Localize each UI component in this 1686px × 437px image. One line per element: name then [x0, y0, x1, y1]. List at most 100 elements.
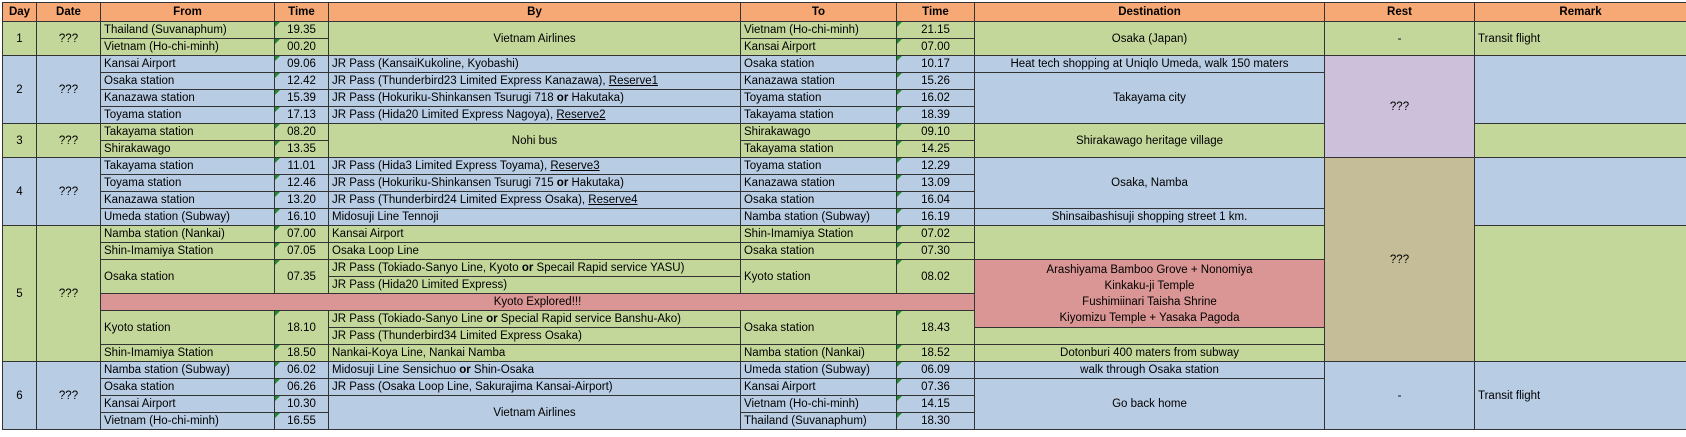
arrive-time-cell[interactable]: 06.09 — [896, 361, 975, 379]
from-cell[interactable]: Osaka station — [100, 259, 275, 294]
destination-cell[interactable]: Dotonburi 400 maters from subway — [974, 344, 1325, 362]
from-cell[interactable]: Kansai Airport — [100, 395, 275, 413]
arrive-time-cell[interactable]: 18.30 — [896, 412, 975, 430]
depart-time-cell[interactable]: 00.20 — [274, 38, 329, 56]
arrive-time-cell[interactable]: 12.29 — [896, 157, 975, 175]
arrive-time-cell[interactable]: 08.02 — [896, 259, 975, 294]
to-cell[interactable]: Umeda station (Subway) — [740, 361, 897, 379]
depart-time-cell[interactable]: 15.39 — [274, 89, 329, 107]
from-cell[interactable]: Toyama station — [100, 174, 275, 192]
by-cell[interactable]: Nankai-Koya Line, Nankai Namba — [328, 344, 741, 362]
arrive-time-cell[interactable]: 16.19 — [896, 208, 975, 226]
depart-time-cell[interactable]: 19.35 — [274, 21, 329, 39]
from-cell[interactable]: Kanazawa station — [100, 89, 275, 107]
remark-cell[interactable]: Transit flight — [1474, 361, 1686, 430]
to-cell[interactable]: Thailand (Suvanaphum) — [740, 412, 897, 430]
by-cell[interactable]: Kansai Airport — [328, 225, 741, 243]
to-cell[interactable]: Kanazawa station — [740, 72, 897, 90]
day-cell[interactable]: 1 — [2, 21, 37, 56]
by-cell[interactable]: JR Pass (Hokuriku-Shinkansen Tsurugi 718… — [328, 89, 741, 107]
by-cell[interactable]: JR Pass (Thunderbird34 Limited Express O… — [328, 327, 741, 345]
by-cell[interactable]: Osaka Loop Line — [328, 242, 741, 260]
arrive-time-cell[interactable]: 16.02 — [896, 89, 975, 107]
header-from[interactable]: From — [100, 2, 275, 22]
sights-cell[interactable]: Arashiyama Bamboo Grove + Nonomiya Kinka… — [974, 259, 1325, 328]
destination-cell[interactable]: walk through Osaka station — [974, 361, 1325, 379]
rest-cell[interactable]: ??? — [1324, 55, 1475, 158]
remark-cell[interactable]: Transit flight — [1474, 21, 1686, 56]
depart-time-cell[interactable]: 16.10 — [274, 208, 329, 226]
to-cell[interactable]: Shin-Imamiya Station — [740, 225, 897, 243]
by-cell[interactable]: Vietnam Airlines — [328, 21, 741, 56]
from-cell[interactable]: Vietnam (Ho-chi-minh) — [100, 412, 275, 430]
day-cell[interactable]: 5 — [2, 225, 37, 362]
reserve-link[interactable]: Reserve3 — [550, 160, 600, 172]
to-cell[interactable]: Vietnam (Ho-chi-minh) — [740, 395, 897, 413]
header-remark[interactable]: Remark — [1474, 2, 1686, 22]
from-cell[interactable]: Shin-Imamiya Station — [100, 242, 275, 260]
arrive-time-cell[interactable]: 10.17 — [896, 55, 975, 73]
kyoto-explored-banner[interactable]: Kyoto Explored!!! — [100, 293, 975, 311]
remark-cell[interactable] — [1474, 123, 1686, 158]
to-cell[interactable]: Kansai Airport — [740, 38, 897, 56]
depart-time-cell[interactable]: 07.05 — [274, 242, 329, 260]
depart-time-cell[interactable]: 18.50 — [274, 344, 329, 362]
arrive-time-cell[interactable]: 14.15 — [896, 395, 975, 413]
by-cell[interactable]: Nohi bus — [328, 123, 741, 158]
by-cell[interactable]: Vietnam Airlines — [328, 395, 741, 430]
to-cell[interactable]: Toyama station — [740, 89, 897, 107]
reserve-link[interactable]: Reserve2 — [556, 109, 606, 121]
header-rest[interactable]: Rest — [1324, 2, 1475, 22]
date-cell[interactable]: ??? — [36, 21, 101, 56]
from-cell[interactable]: Vietnam (Ho-chi-minh) — [100, 38, 275, 56]
arrive-time-cell[interactable]: 07.00 — [896, 38, 975, 56]
depart-time-cell[interactable]: 12.46 — [274, 174, 329, 192]
to-cell[interactable]: Osaka station — [740, 191, 897, 209]
depart-time-cell[interactable]: 13.20 — [274, 191, 329, 209]
arrive-time-cell[interactable]: 07.36 — [896, 378, 975, 396]
remark-cell[interactable] — [1474, 225, 1686, 362]
day-cell[interactable]: 2 — [2, 55, 37, 124]
from-cell[interactable]: Takayama station — [100, 157, 275, 175]
date-cell[interactable]: ??? — [36, 123, 101, 158]
header-time-depart[interactable]: Time — [274, 2, 329, 22]
to-cell[interactable]: Takayama station — [740, 140, 897, 158]
header-by[interactable]: By — [328, 2, 741, 22]
from-cell[interactable]: Kyoto station — [100, 310, 275, 345]
to-cell[interactable]: Kyoto station — [740, 259, 897, 294]
by-cell[interactable]: JR Pass (Thunderbird24 Limited Express O… — [328, 191, 741, 209]
depart-time-cell[interactable]: 06.26 — [274, 378, 329, 396]
destination-cell[interactable]: Shinsaibashisuji shopping street 1 km. — [974, 208, 1325, 226]
arrive-time-cell[interactable]: 07.02 — [896, 225, 975, 243]
remark-cell[interactable] — [1474, 157, 1686, 226]
header-to[interactable]: To — [740, 2, 897, 22]
reserve-link[interactable]: Reserve1 — [608, 75, 658, 87]
by-cell[interactable]: JR Pass (Hida20 Limited Express Nagoya),… — [328, 106, 741, 124]
from-cell[interactable]: Takayama station — [100, 123, 275, 141]
depart-time-cell[interactable]: 07.00 — [274, 225, 329, 243]
by-cell[interactable]: JR Pass (Tokiado-Sanyo Line or Special R… — [328, 310, 741, 328]
header-date[interactable]: Date — [36, 2, 101, 22]
arrive-time-cell[interactable]: 21.15 — [896, 21, 975, 39]
from-cell[interactable]: Namba station (Subway) — [100, 361, 275, 379]
day-cell[interactable]: 4 — [2, 157, 37, 226]
from-cell[interactable]: Thailand (Suvanaphum) — [100, 21, 275, 39]
depart-time-cell[interactable]: 10.30 — [274, 395, 329, 413]
to-cell[interactable]: Osaka station — [740, 55, 897, 73]
destination-cell[interactable] — [974, 225, 1325, 260]
destination-cell[interactable]: Heat tech shopping at Uniqlo Umeda, walk… — [974, 55, 1325, 73]
from-cell[interactable]: Shirakawago — [100, 140, 275, 158]
rest-cell[interactable]: ??? — [1324, 157, 1475, 362]
from-cell[interactable]: Kanazawa station — [100, 191, 275, 209]
by-cell[interactable]: JR Pass (KansaiKukoline, Kyobashi) — [328, 55, 741, 73]
depart-time-cell[interactable]: 12.42 — [274, 72, 329, 90]
depart-time-cell[interactable]: 17.13 — [274, 106, 329, 124]
day-cell[interactable]: 6 — [2, 361, 37, 430]
depart-time-cell[interactable]: 07.35 — [274, 259, 329, 294]
to-cell[interactable]: Takayama station — [740, 106, 897, 124]
to-cell[interactable]: Namba station (Nankai) — [740, 344, 897, 362]
arrive-time-cell[interactable]: 13.09 — [896, 174, 975, 192]
by-cell[interactable]: Midosuji Line Tennoji — [328, 208, 741, 226]
reserve-link[interactable]: Reserve4 — [588, 194, 638, 206]
arrive-time-cell[interactable]: 14.25 — [896, 140, 975, 158]
